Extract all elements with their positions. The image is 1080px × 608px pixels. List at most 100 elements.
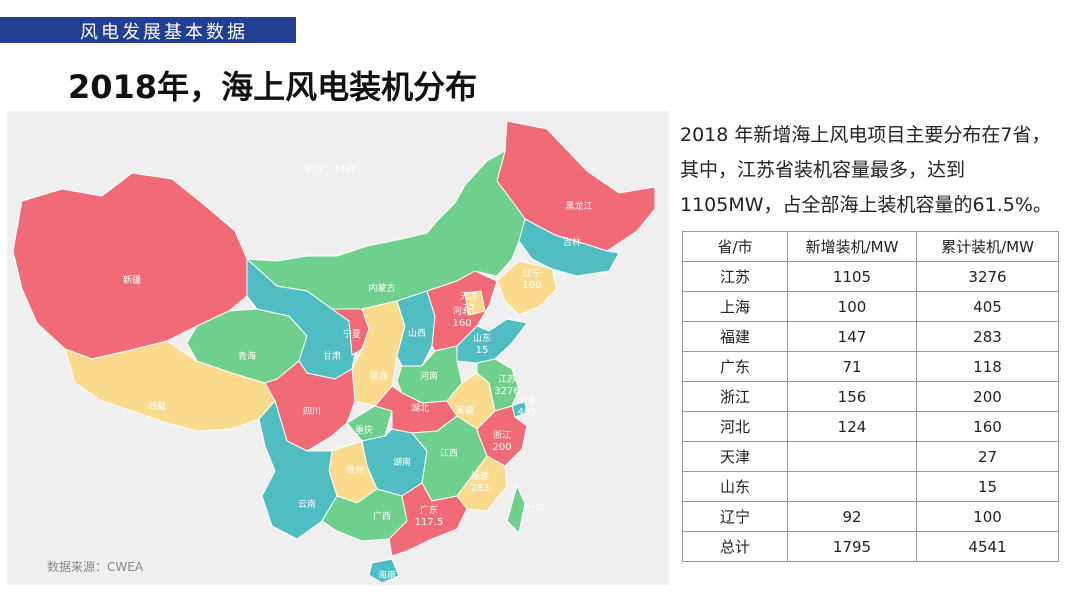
table-cell: 405 [916,291,1059,322]
province-label-hebei: 河北 [453,305,471,317]
province-label-guangdong: 广东 [420,504,438,516]
province-label-tibet: 西藏 [148,400,166,412]
table-row: 广东 71 118 [682,351,1059,382]
table-header-row: 省/市 新增装机/MW 累计装机/MW [682,231,1059,262]
description-line-3: 1105MW，占全部海上装机容量的61.5%。 [680,194,1052,216]
province-label-jilin: 吉林 [563,236,581,248]
table-cell: 总计 [682,531,788,562]
table-cell: 广东 [682,351,788,382]
province-guangdong [388,482,468,557]
province-label-heilongjiang: 黑龙江 [565,200,592,212]
province-value-liaoning: 100 [522,280,541,291]
header-cumulative-capacity: 累计装机/MW [916,231,1059,262]
table-cell: 江苏 [682,261,788,292]
province-label-shanghai: 上海 [518,394,536,406]
province-jilin [518,218,620,277]
table-cell: 147 [787,321,917,352]
province-hainan [368,558,400,584]
table-cell: 1795 [787,531,917,562]
province-label-chongqing: 重庆 [355,424,373,436]
province-label-yunnan: 云南 [298,498,316,510]
table-cell: 1105 [787,261,917,292]
table-row: 福建 147 283 [682,321,1059,352]
province-label-tianjin: 天津 [460,291,478,302]
province-value-tianjin: 27 [463,303,476,314]
description-line-1: 2018 年新增海上风电项目主要分布在7省， [680,124,1051,146]
province-label-jiangsu: 江苏 [498,373,516,385]
table-cell: 4541 [916,531,1059,562]
table-cell: 天津 [682,441,788,472]
table-cell: 河北 [682,411,788,442]
province-label-fujian: 福建 [471,470,489,482]
province-value-fujian: 283 [470,483,489,494]
province-label-taiwan: 台湾 [526,502,544,514]
table-row: 河北 124 160 [682,411,1059,442]
section-header-bar: 风电发展基本数据 [0,17,296,43]
installation-table: 省/市 新增装机/MW 累计装机/MW 江苏 1105 3276 上海 100 405 福建… [682,231,1059,562]
province-value-shanghai: 405 [517,407,536,418]
page-title: 2018年，海上风电装机分布 [68,68,478,106]
table-row: 辽宁 92 100 [682,501,1059,532]
province-liaoning [496,260,558,316]
header-new-capacity: 新增装机/MW [787,231,917,262]
province-xinjiang [12,172,256,360]
province-label-guangxi: 广西 [373,510,391,522]
china-offshore-wind-map: 单位：MW 黑龙江 吉林 辽宁 100 内蒙古 新疆 青海 甘肃 宁夏 西藏 四川 云南 贵州 广西 广东 1… [7,111,669,585]
province-label-inner-mongolia: 内蒙古 [368,282,395,294]
province-label-henan: 河南 [420,370,438,382]
province-label-zhejiang: 浙江 [493,429,511,441]
table-cell: 27 [916,441,1059,472]
province-value-hebei: 160 [452,318,471,329]
description-line-2: 其中，江苏省装机容量最多，达到 [680,159,966,181]
province-value-shandong: 15 [476,345,489,356]
map-source-label: 数据来源：CWEA [47,560,144,574]
section-title: 风电发展基本数据 [80,22,248,43]
province-value-zhejiang: 200 [492,442,511,453]
map-unit-label: 单位：MW [302,162,355,176]
province-label-hunan: 湖南 [393,456,411,468]
table-cell: 浙江 [682,381,788,412]
province-taiwan [506,484,526,535]
province-value-guangdong: 117.5 [415,517,444,528]
table-cell: 辽宁 [682,501,788,532]
table-cell: 71 [787,351,917,382]
table-row: 山东 15 [682,471,1059,502]
province-label-liaoning: 辽宁 [523,267,541,279]
table-cell: 92 [787,501,917,532]
province-chongqing [346,405,393,442]
table-row: 总计 1795 4541 [682,531,1059,562]
header-province: 省/市 [682,231,788,262]
province-label-hainan: 海南 [378,569,396,581]
description-text: 2018 年新增海上风电项目主要分布在7省， 其中，江苏省装机容量最多，达到 1… [680,118,1075,223]
table-row: 浙江 156 200 [682,381,1059,412]
table-row: 天津 27 [682,441,1059,472]
province-label-qinghai: 青海 [238,350,256,362]
table-cell: 283 [916,321,1059,352]
province-label-anhui: 安徽 [456,404,474,416]
province-label-gansu: 甘肃 [323,350,341,362]
table-row: 上海 100 405 [682,291,1059,322]
table-cell: 100 [787,291,917,322]
table-cell [787,471,917,502]
table-cell [787,441,917,472]
table-cell: 200 [916,381,1059,412]
table-cell: 山东 [682,471,788,502]
province-shandong [456,318,528,364]
table-cell: 156 [787,381,917,412]
province-label-shandong: 山东 [473,332,491,344]
province-tianjin [464,290,486,316]
table-cell: 118 [916,351,1059,382]
table-cell: 124 [787,411,917,442]
province-label-shaanxi: 陕西 [370,370,388,382]
table-cell: 100 [916,501,1059,532]
province-label-sichuan: 四川 [303,407,321,417]
table-row: 江苏 1105 3276 [682,261,1059,292]
table-cell: 上海 [682,291,788,322]
table-cell: 3276 [916,261,1059,292]
table-cell: 15 [916,471,1059,502]
table-cell: 160 [916,411,1059,442]
province-value-jiangsu: 3276 [494,386,519,397]
province-label-jiangxi: 江西 [440,448,458,459]
province-label-guizhou: 贵州 [346,464,364,476]
